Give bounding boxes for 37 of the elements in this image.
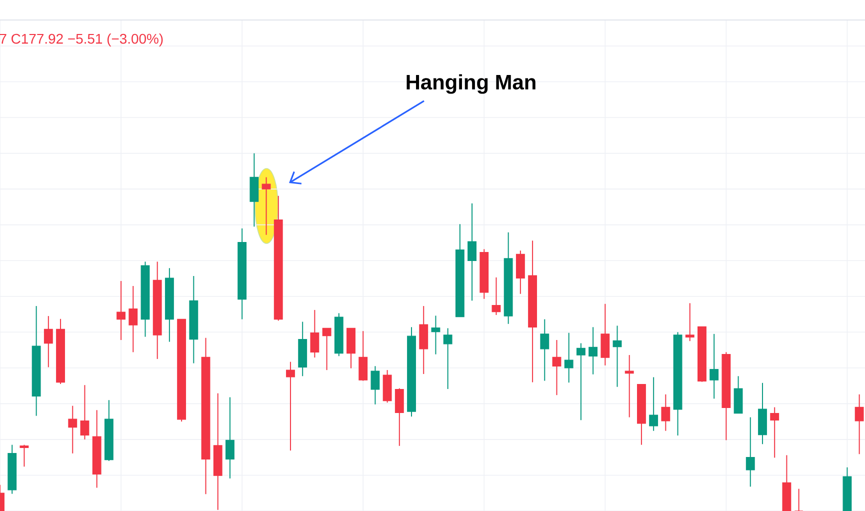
candlestick — [770, 406, 780, 458]
candlestick — [600, 303, 610, 366]
candlestick — [394, 388, 404, 446]
candlestick — [540, 318, 550, 382]
candlestick — [262, 176, 271, 236]
candlestick — [370, 366, 380, 405]
candlestick — [710, 333, 719, 400]
candlestick — [80, 384, 90, 440]
candlestick — [612, 325, 622, 388]
candlestick — [322, 328, 332, 371]
candlestick — [576, 342, 586, 421]
candlestick — [286, 361, 295, 452]
candlestick — [649, 376, 658, 432]
candlestick — [552, 340, 562, 396]
candlestick — [468, 202, 476, 302]
text: Hanging Man — [406, 74, 536, 94]
candlestick — [854, 394, 864, 455]
candlestick — [68, 405, 78, 454]
candlestick — [443, 328, 452, 390]
text: 7 C177.92 −5.51 (−3.00%) — [0, 33, 163, 46]
candlestick — [310, 309, 320, 358]
candlestick — [794, 488, 804, 511]
candlestick — [746, 416, 755, 488]
candlestick — [661, 394, 670, 432]
candlestick — [226, 396, 234, 479]
candlestick — [564, 332, 574, 384]
candlestick — [128, 285, 138, 353]
candlestick — [44, 316, 53, 368]
candlestick — [624, 354, 634, 418]
candlestick — [588, 326, 598, 375]
candlestick — [492, 276, 501, 316]
candlestick — [431, 315, 440, 355]
candlestick — [516, 250, 525, 294]
candlestick — [358, 330, 368, 382]
candlestick — [685, 302, 694, 342]
candlestick — [20, 444, 29, 468]
candlestick — [116, 280, 126, 341]
